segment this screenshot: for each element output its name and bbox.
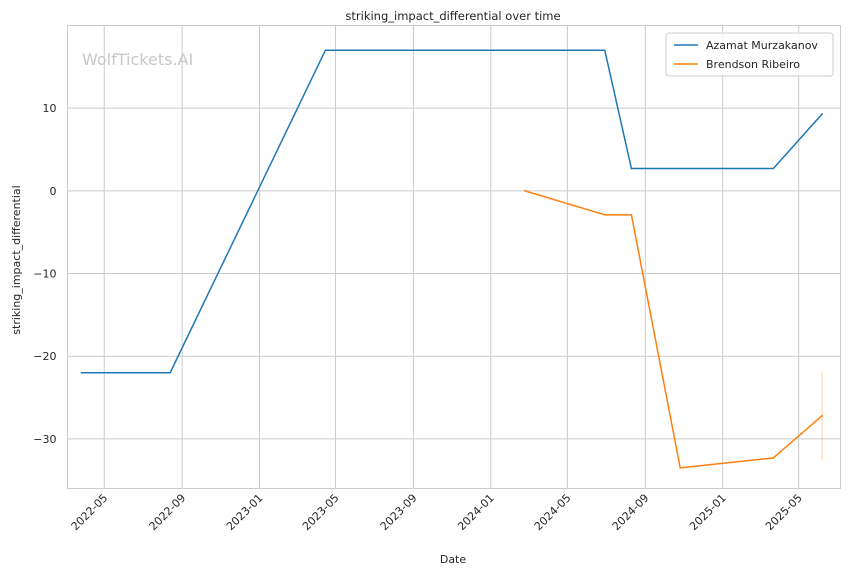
- watermark: WolfTickets.AI: [82, 50, 193, 69]
- y-tick-label: −20: [33, 350, 56, 363]
- data-point-brendson-ribeiro: [772, 457, 775, 459]
- legend: Azamat Murzakanov Brendson Ribeiro: [665, 32, 834, 77]
- legend-label: Azamat Murzakanov: [706, 39, 818, 52]
- plot-area: [67, 25, 841, 489]
- data-point-brendson-ribeiro: [630, 214, 633, 216]
- series-line-brendson-ribeiro: [524, 190, 823, 469]
- legend-items: Azamat Murzakanov Brendson Ribeiro: [674, 39, 818, 71]
- data-point-brendson-ribeiro: [821, 414, 823, 417]
- plot-frame: [67, 25, 841, 489]
- data-point-brendson-ribeiro: [524, 190, 526, 192]
- y-tick-label: 0: [50, 185, 57, 198]
- data-point-brendson-ribeiro: [603, 214, 606, 216]
- x-axis-title: Date: [440, 553, 467, 566]
- data-point-brendson-ribeiro: [679, 467, 681, 469]
- data-point-azamat-murzakanov: [324, 49, 327, 52]
- grid: [67, 25, 841, 489]
- data-point-azamat-murzakanov: [169, 371, 171, 374]
- data-point-azamat-murzakanov: [603, 49, 606, 52]
- data-point-azamat-murzakanov: [821, 113, 823, 115]
- y-tick-label: −10: [33, 268, 56, 281]
- y-tick-label: −30: [33, 433, 56, 446]
- legend-box: [665, 32, 834, 77]
- y-tick-label: 10: [43, 102, 57, 115]
- data-point-azamat-murzakanov: [80, 371, 83, 374]
- data-point-azamat-murzakanov: [772, 167, 775, 170]
- y-axis-title: striking_impact_differential: [10, 185, 23, 334]
- data-point-azamat-murzakanov: [630, 167, 633, 170]
- chart-title: striking_impact_differential over time: [345, 9, 560, 23]
- legend-label: Brendson Ribeiro: [706, 58, 800, 71]
- series-layer: [80, 49, 823, 469]
